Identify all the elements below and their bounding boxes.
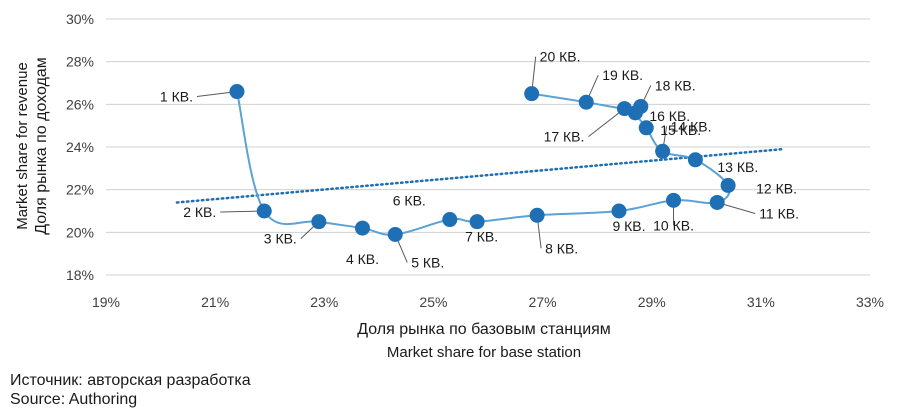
data-label: 3 КВ.: [264, 231, 297, 247]
y-axis-ticks: 18% 20% 22% 24% 26% 28% 30%: [66, 11, 94, 283]
data-point: [529, 207, 545, 223]
x-axis-title: Доля рынка по базовым станциям: [357, 321, 611, 338]
data-point: [354, 220, 370, 236]
y-tick-label: 20%: [66, 224, 94, 240]
y-tick-label: 26%: [66, 96, 94, 112]
scatter-chart: 18% 20% 22% 24% 26% 28% 30% 19% 21% 23% 25% 27% 29%…: [14, 11, 884, 360]
data-label: 10 КВ.: [653, 217, 694, 233]
data-point: [311, 214, 327, 230]
x-tick-label: 27%: [529, 294, 557, 310]
x-tick-label: 19%: [92, 294, 120, 310]
data-point: [229, 84, 245, 100]
y-tick-label: 18%: [66, 267, 94, 283]
data-label: 4 КВ.: [346, 251, 379, 267]
data-markers: [229, 84, 736, 242]
x-tick-label: 29%: [638, 294, 666, 310]
data-label: 9 КВ.: [612, 218, 645, 234]
grid-lines: [106, 18, 870, 276]
data-label: 16 КВ.: [649, 108, 690, 124]
data-point: [578, 94, 594, 110]
data-point: [655, 143, 671, 159]
data-label: 18 КВ.: [655, 77, 696, 93]
x-tick-label: 23%: [310, 294, 338, 310]
y-tick-label: 22%: [66, 182, 94, 198]
data-point: [387, 226, 403, 242]
data-label: 7 КВ.: [465, 229, 498, 245]
data-point: [442, 212, 458, 228]
y-tick-label: 28%: [66, 54, 94, 70]
x-axis-ticks: 19% 21% 23% 25% 27% 29% 31% 33%: [92, 294, 884, 310]
data-point: [524, 86, 540, 102]
x-tick-label: 33%: [856, 294, 884, 310]
y-tick-label: 24%: [66, 139, 94, 155]
data-label: 20 КВ.: [540, 49, 581, 65]
trendline: [175, 147, 784, 204]
data-label: 19 КВ.: [602, 67, 643, 83]
x-tick-label: 31%: [747, 294, 775, 310]
data-label: 15 КВ.: [660, 122, 701, 138]
data-point: [633, 98, 649, 114]
data-point: [611, 203, 627, 219]
x-tick-label: 21%: [201, 294, 229, 310]
data-label: 1 КВ.: [160, 89, 193, 105]
data-label: 13 КВ.: [717, 159, 758, 175]
trendline-path: [175, 147, 784, 204]
x-axis-title-en: Market share for base station: [387, 344, 581, 360]
x-tick-label: 25%: [419, 294, 447, 310]
data-label: 17 КВ.: [544, 129, 585, 145]
data-point: [687, 152, 703, 168]
y-tick-label: 30%: [66, 11, 94, 27]
data-point: [616, 101, 632, 117]
data-point: [469, 214, 485, 230]
y-axis-title-en: Market share for revenue: [14, 62, 31, 230]
data-labels: 1 КВ. 2 КВ. 3 КВ. 4 КВ. 5 КВ. 6 КВ. 7 КВ. 8 КВ.…: [160, 49, 799, 271]
data-point: [720, 177, 736, 193]
data-point: [709, 194, 725, 210]
data-label: 2 КВ.: [183, 204, 216, 220]
data-label: 12 КВ.: [756, 180, 797, 196]
data-label: 11 КВ.: [759, 205, 799, 221]
label-leader: [588, 108, 625, 137]
source-note: Источник: авторская разработка: [10, 372, 251, 389]
data-point: [666, 192, 682, 208]
data-point: [638, 120, 654, 136]
data-label: 6 КВ.: [393, 193, 426, 209]
source-note-en: Source: Authoring: [10, 391, 138, 408]
data-label: 5 КВ.: [411, 254, 444, 270]
data-label: 8 КВ.: [545, 240, 578, 256]
data-label: 14 КВ.: [671, 118, 712, 134]
data-point: [256, 203, 272, 219]
y-axis-title: Доля рынка по доходам: [33, 57, 50, 235]
